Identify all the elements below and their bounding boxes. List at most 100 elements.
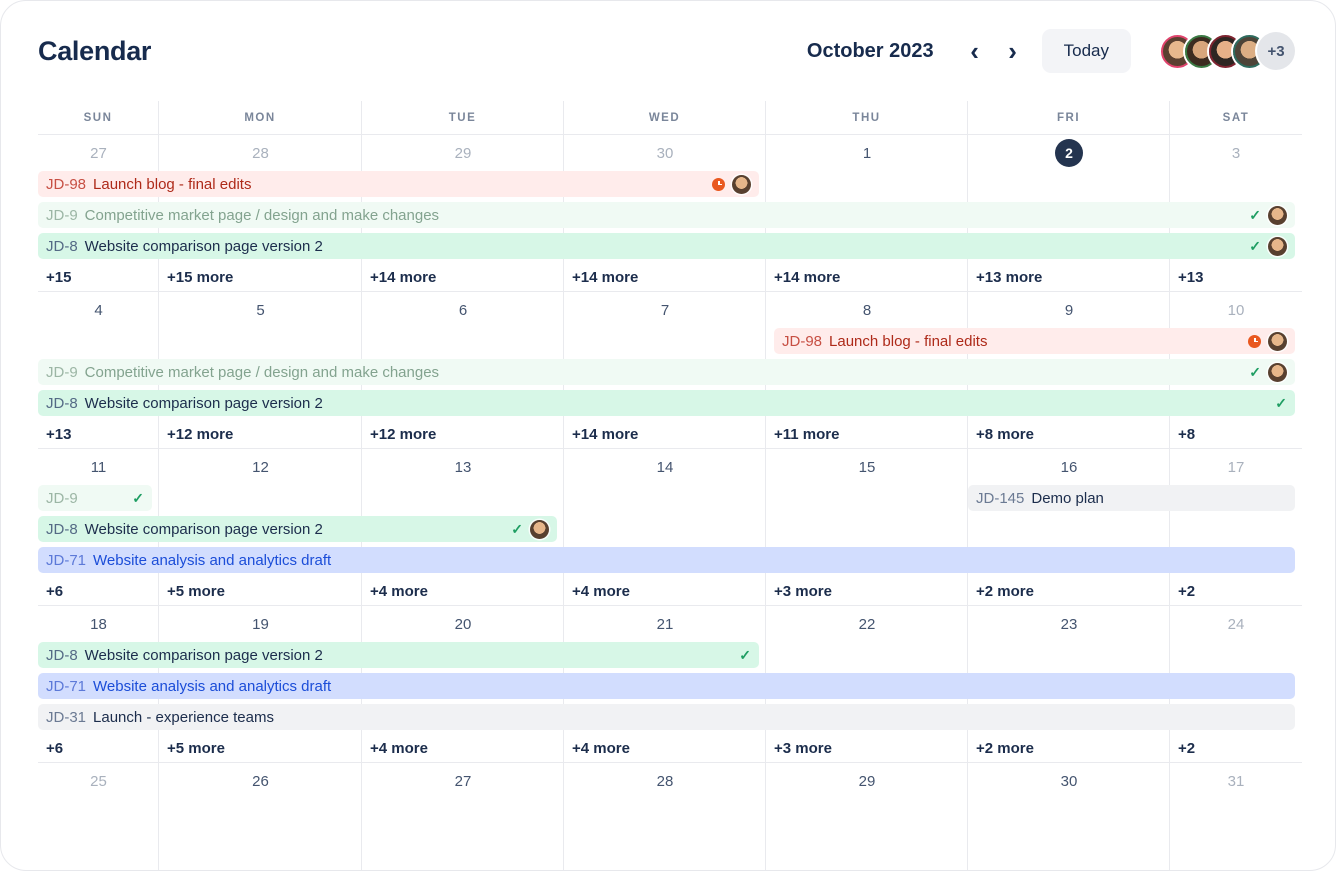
date-row: 11 12 13 14 15 16 17 <box>38 449 1302 485</box>
day-cell[interactable] <box>362 763 564 870</box>
day-cell[interactable] <box>968 449 1170 605</box>
more-cell[interactable]: +6 <box>46 739 64 757</box>
day-cell[interactable] <box>38 763 159 870</box>
day-header-cell: FRI <box>968 101 1170 134</box>
today-date-badge: 2 <box>1055 139 1083 167</box>
top-bar: Calendar October 2023 ‹ › Today +3 <box>1 1 1335 101</box>
more-cell[interactable]: +12 more <box>370 425 437 443</box>
day-cell[interactable] <box>564 763 766 870</box>
event-bar[interactable]: JD-8 Website comparison page version 2 ✓ <box>38 233 1295 259</box>
event-summary: Launch - experience teams <box>93 708 274 726</box>
more-cell[interactable]: +5 more <box>167 739 225 757</box>
event-bar[interactable]: JD-8 Website comparison page version 2 ✓ <box>38 642 759 668</box>
more-cell[interactable]: +2 <box>1178 582 1196 600</box>
day-cell[interactable] <box>564 449 766 605</box>
check-icon: ✓ <box>1275 394 1287 411</box>
event-bar[interactable]: JD-71 Website analysis and analytics dra… <box>38 547 1295 573</box>
date-label: 26 <box>252 772 269 790</box>
event-summary: Launch blog - final edits <box>829 332 988 350</box>
date-label: 19 <box>252 615 269 633</box>
date-label: 18 <box>90 615 107 633</box>
event-bar[interactable]: JD-98 Launch blog - final edits <box>774 328 1295 354</box>
date-row: 27 28 29 30 1 2 3 <box>38 135 1302 171</box>
chevron-left-icon: ‹ <box>970 36 979 66</box>
date-row: 25 26 27 28 29 30 31 <box>38 763 1302 799</box>
assignee-avatar <box>732 174 751 194</box>
date-label: 16 <box>1060 458 1078 476</box>
date-label: 11 <box>90 458 107 476</box>
event-key: JD-71 <box>46 677 87 695</box>
week-row: 11 12 13 14 15 16 17 JD-9 ✓ JD-145 Demo … <box>38 449 1302 606</box>
chevron-right-icon: › <box>1008 36 1017 66</box>
more-cell[interactable]: +14 more <box>572 425 639 443</box>
more-cell[interactable]: +8 more <box>976 425 1034 443</box>
date-label: 29 <box>454 144 472 162</box>
next-month-button[interactable]: › <box>994 32 1032 70</box>
event-bar[interactable]: JD-8 Website comparison page version 2 ✓ <box>38 516 557 542</box>
event-bar[interactable]: JD-145 Demo plan <box>968 485 1295 511</box>
date-row: 4 5 6 7 8 9 10 <box>38 292 1302 328</box>
avatar-overflow-badge[interactable]: +3 <box>1257 32 1295 70</box>
more-row: +6 +5 more +4 more +4 more +3 more +2 mo… <box>38 735 1302 761</box>
more-cell[interactable]: +15 more <box>167 268 234 286</box>
event-bar[interactable]: JD-9 Competitive market page / design an… <box>38 359 1295 385</box>
more-cell[interactable]: +2 more <box>976 739 1034 757</box>
event-bar[interactable]: JD-8 Website comparison page version 2 ✓ <box>38 390 1295 416</box>
prev-month-button[interactable]: ‹ <box>956 32 994 70</box>
day-cell[interactable] <box>766 449 968 605</box>
more-cell[interactable]: +14 more <box>774 268 841 286</box>
day-cell[interactable] <box>362 449 564 605</box>
day-cell[interactable] <box>766 763 968 870</box>
event-bar[interactable]: JD-9 Competitive market page / design an… <box>38 202 1295 228</box>
date-row: 18 19 20 21 22 23 24 <box>38 606 1302 642</box>
more-cell[interactable]: +8 <box>1178 425 1196 443</box>
more-cell[interactable]: +14 more <box>572 268 639 286</box>
day-header-cell: TUE <box>362 101 564 134</box>
more-cell[interactable]: +12 more <box>167 425 234 443</box>
date-label: 3 <box>1231 144 1241 162</box>
date-label: 13 <box>454 458 472 476</box>
check-icon: ✓ <box>739 646 751 663</box>
more-row: +13 +12 more +12 more +14 more +11 more … <box>38 421 1302 447</box>
more-cell[interactable]: +4 more <box>370 582 428 600</box>
date-label: 4 <box>94 301 103 319</box>
day-cell[interactable] <box>159 763 362 870</box>
more-cell[interactable]: +3 more <box>774 582 832 600</box>
more-cell[interactable]: +2 more <box>976 582 1034 600</box>
event-summary: Demo plan <box>1031 489 1104 507</box>
date-label: 21 <box>656 615 674 633</box>
more-cell[interactable]: +14 more <box>370 268 437 286</box>
more-cell[interactable]: +2 <box>1178 739 1196 757</box>
more-cell[interactable]: +4 more <box>572 582 630 600</box>
more-cell[interactable]: +15 <box>46 268 72 286</box>
date-label: 1 <box>862 144 872 162</box>
date-label: 29 <box>858 772 876 790</box>
event-key: JD-8 <box>46 237 78 255</box>
more-cell[interactable]: +3 more <box>774 739 832 757</box>
events-layer: JD-9 ✓ JD-145 Demo plan JD-8 Website com… <box>38 485 1302 578</box>
event-bar[interactable]: JD-9 ✓ <box>38 485 152 511</box>
check-icon: ✓ <box>1249 206 1261 223</box>
more-cell[interactable]: +13 more <box>976 268 1043 286</box>
day-header-cell: WED <box>564 101 766 134</box>
more-cell[interactable]: +13 <box>46 425 72 443</box>
more-cell[interactable]: +5 more <box>167 582 225 600</box>
more-cell[interactable]: +6 <box>46 582 64 600</box>
today-button[interactable]: Today <box>1041 29 1131 73</box>
event-key: JD-71 <box>46 551 87 569</box>
events-layer: JD-8 Website comparison page version 2 ✓… <box>38 642 1302 735</box>
more-cell[interactable]: +13 <box>1178 268 1204 286</box>
more-cell[interactable]: +4 more <box>370 739 428 757</box>
event-bar[interactable]: JD-31 Launch - experience teams <box>38 704 1295 730</box>
event-bar[interactable]: JD-71 Website analysis and analytics dra… <box>38 673 1295 699</box>
date-label: 27 <box>454 772 472 790</box>
more-cell[interactable]: +4 more <box>572 739 630 757</box>
more-cell[interactable]: +11 more <box>774 425 840 443</box>
day-cell[interactable] <box>968 763 1170 870</box>
event-key: JD-9 <box>46 363 78 381</box>
event-summary: Competitive market page / design and mak… <box>84 363 440 381</box>
date-label: 20 <box>454 615 472 633</box>
event-key: JD-8 <box>46 646 78 664</box>
event-bar[interactable]: JD-98 Launch blog - final edits <box>38 171 759 197</box>
